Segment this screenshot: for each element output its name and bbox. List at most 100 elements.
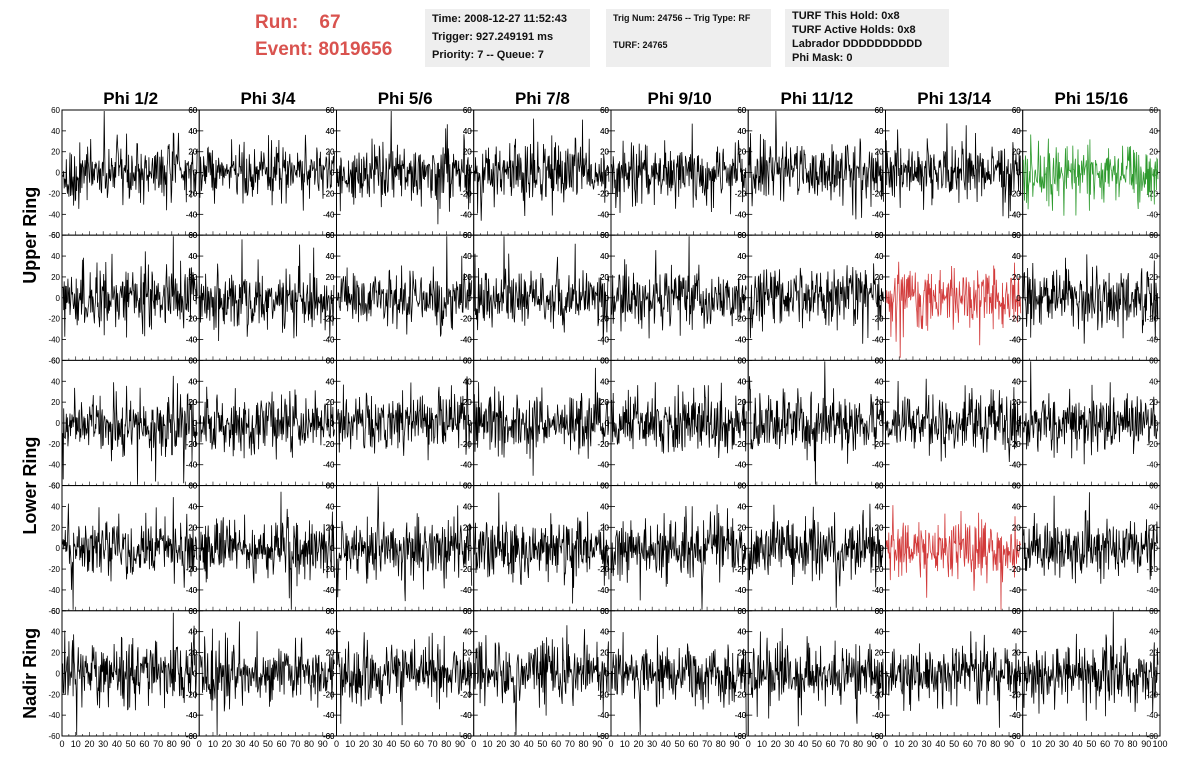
y-tick-label: 60 — [1012, 106, 1021, 115]
y-tick-label: 60 — [326, 356, 335, 365]
y-tick-label: -20 — [186, 315, 198, 324]
y-tick-label: 20 — [737, 398, 746, 407]
y-tick-label: -40 — [186, 461, 198, 470]
y-tick-label: -20 — [872, 565, 884, 574]
y-tick-label: 0 — [742, 169, 747, 178]
y-tick-label: 60 — [875, 356, 884, 365]
y-tick-label: 20 — [600, 649, 609, 658]
y-tick-label: 20 — [875, 523, 884, 532]
y-tick-label: -20 — [323, 315, 335, 324]
y-tick-label: -40 — [597, 586, 609, 595]
x-tick-label: 10 — [208, 739, 218, 749]
y-tick-label: -40 — [48, 711, 60, 720]
y-tick-label: -20 — [186, 440, 198, 449]
y-tick-label: 40 — [737, 127, 746, 136]
x-tick-label: 80 — [990, 739, 1000, 749]
y-tick-label: -40 — [460, 336, 472, 345]
y-tick-label: 20 — [737, 523, 746, 532]
y-tick-label: 0 — [879, 419, 884, 428]
y-tick-label: 40 — [326, 628, 335, 637]
y-tick-label: 0 — [56, 669, 61, 678]
y-tick-label: 40 — [463, 127, 472, 136]
labrador-text: Labrador DDDDDDDDDD — [792, 38, 923, 50]
y-tick-label: 20 — [51, 523, 60, 532]
y-tick-label: 0 — [742, 544, 747, 553]
y-tick-label: 60 — [326, 231, 335, 240]
y-tick-label: 60 — [737, 607, 746, 616]
y-tick-label: 40 — [737, 252, 746, 261]
column-header: Phi 5/6 — [378, 89, 433, 108]
trig-num-text: Trig Num: 24756 -- Trig Type: RF — [613, 13, 751, 23]
y-tick-label: -20 — [460, 189, 472, 198]
y-tick-label: 60 — [463, 356, 472, 365]
y-tick-label: 20 — [326, 649, 335, 658]
y-tick-label: -40 — [597, 210, 609, 219]
y-tick-label: 40 — [1012, 628, 1021, 637]
y-tick-label: -20 — [460, 565, 472, 574]
y-tick-label: 40 — [875, 502, 884, 511]
y-tick-label: -20 — [872, 440, 884, 449]
waveform-trace — [62, 612, 198, 736]
y-tick-label: -20 — [1146, 189, 1158, 198]
y-tick-label: 60 — [600, 106, 609, 115]
y-tick-label: -20 — [460, 189, 472, 198]
y-tick-label: -40 — [323, 210, 335, 219]
waveform-trace — [885, 261, 1022, 358]
y-tick-label: 60 — [326, 231, 335, 240]
y-tick-label: -40 — [597, 711, 609, 720]
y-tick-label: -40 — [323, 711, 335, 720]
waveform-trace — [1023, 611, 1159, 721]
y-tick-label: 60 — [875, 607, 884, 616]
y-tick-label: 20 — [1149, 148, 1158, 157]
trigger-text: Trigger: 927.249191 ms — [432, 31, 554, 43]
y-tick-label: -40 — [323, 461, 335, 470]
waveform-trace — [1023, 134, 1159, 216]
y-tick-label: 0 — [1154, 544, 1159, 553]
y-tick-label: 20 — [600, 649, 609, 658]
y-tick-label: 40 — [188, 377, 197, 386]
x-tick-label: 50 — [1086, 739, 1096, 749]
y-tick-label: -40 — [872, 586, 884, 595]
y-tick-label: 60 — [463, 607, 472, 616]
y-tick-label: 20 — [1012, 273, 1021, 282]
y-tick-label: -40 — [1009, 711, 1021, 720]
y-tick-label: 40 — [463, 252, 472, 261]
column-header: Phi 15/16 — [1055, 89, 1129, 108]
y-tick-label: -60 — [1009, 732, 1021, 741]
waveform-trace — [611, 504, 747, 610]
y-tick-label: -40 — [186, 210, 198, 219]
y-tick-label: 0 — [193, 294, 198, 303]
y-tick-label: 40 — [463, 628, 472, 637]
x-tick-label: 70 — [428, 739, 438, 749]
waveform-trace — [1023, 492, 1159, 584]
y-tick-label: 40 — [875, 377, 884, 386]
y-tick-label: 20 — [737, 148, 746, 157]
y-tick-label: 60 — [737, 356, 746, 365]
y-tick-label: 0 — [330, 419, 335, 428]
column-header: Phi 9/10 — [647, 89, 711, 108]
y-tick-label: 0 — [56, 419, 61, 428]
y-tick-label: 60 — [1149, 106, 1158, 115]
y-tick-label: -60 — [186, 732, 198, 741]
y-tick-label: -40 — [597, 586, 609, 595]
y-tick-label: 0 — [467, 669, 472, 678]
y-tick-label: -20 — [323, 565, 335, 574]
y-tick-label: -20 — [323, 440, 335, 449]
y-tick-label: 0 — [330, 169, 335, 178]
y-tick-label: -60 — [48, 231, 60, 240]
y-tick-label: 60 — [1012, 231, 1021, 240]
x-tick-label: 80 — [304, 739, 314, 749]
y-tick-label: -20 — [735, 565, 747, 574]
x-tick-label: 70 — [977, 739, 987, 749]
y-tick-label: -40 — [872, 336, 884, 345]
x-tick-label: 60 — [551, 739, 561, 749]
y-tick-label: -40 — [186, 711, 198, 720]
y-tick-label: -20 — [323, 189, 335, 198]
